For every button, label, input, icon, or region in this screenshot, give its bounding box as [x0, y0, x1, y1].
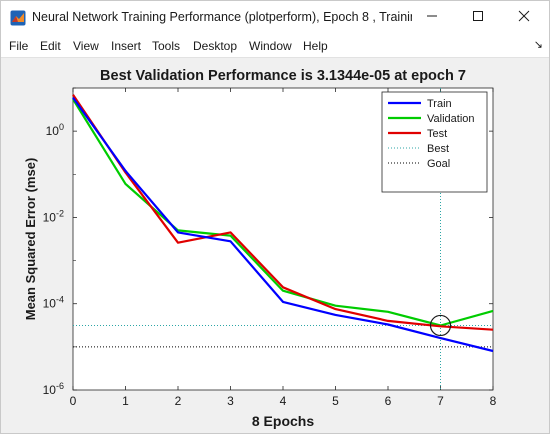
minimize-button[interactable] — [409, 1, 455, 35]
dock-arrow-icon[interactable]: ↘ — [533, 39, 543, 51]
y-tick-exponent: -2 — [56, 208, 64, 218]
performance-chart: Best Validation Performance is 3.1344e-0… — [23, 68, 497, 429]
menu-edit[interactable]: Edit — [40, 39, 61, 53]
menu-bar: File Edit View Insert Tools Desktop Wind… — [1, 35, 549, 58]
chart-legend: Train Validation Test Best Goal — [381, 91, 488, 193]
reference-lines — [73, 88, 493, 390]
maximize-icon — [472, 9, 484, 27]
best-point-marker — [429, 314, 452, 337]
close-icon — [518, 9, 530, 27]
menu-view[interactable]: View — [73, 39, 99, 53]
maximize-button[interactable] — [455, 1, 501, 35]
y-tick-exponent: -4 — [56, 295, 64, 305]
y-tick-base: 10 — [43, 383, 57, 397]
menu-insert[interactable]: Insert — [111, 39, 142, 53]
minimize-icon — [426, 9, 438, 27]
legend-label-validation: Validation — [427, 113, 475, 125]
y-tick-base: 10 — [43, 297, 57, 311]
title-bar: Neural Network Training Performance (plo… — [1, 1, 549, 35]
x-tick-label: 2 — [175, 394, 182, 408]
menu-help[interactable]: Help — [303, 39, 328, 53]
y-axis-label: Mean Squared Error (mse) — [23, 158, 38, 321]
best-marker-group — [429, 314, 452, 337]
y-tick-label: 10-6 — [43, 381, 64, 397]
series-lines — [72, 94, 494, 353]
x-tick-label: 8 — [490, 394, 497, 408]
y-tick-label: 100 — [46, 122, 64, 138]
x-tick-label: 3 — [227, 394, 234, 408]
y-tick-exponent: -6 — [56, 381, 64, 391]
legend-label-train: Train — [427, 98, 452, 110]
menu-file[interactable]: File — [9, 39, 29, 53]
x-axis-label: 8 Epochs — [252, 413, 314, 429]
legend-box — [381, 91, 488, 193]
x-tick-label: 6 — [385, 394, 392, 408]
legend-label-best: Best — [427, 143, 449, 155]
menu-tools[interactable]: Tools — [152, 39, 181, 53]
train-series-line — [72, 96, 494, 353]
y-tick-base: 10 — [46, 124, 60, 138]
close-button[interactable] — [501, 1, 547, 35]
y-tick-base: 10 — [43, 210, 57, 224]
y-tick-label: 10-4 — [43, 295, 64, 311]
menu-window[interactable]: Window — [249, 39, 292, 53]
legend-label-test: Test — [427, 128, 447, 140]
x-tick-label: 7 — [437, 394, 444, 408]
y-tick-exponent: 0 — [59, 122, 64, 132]
x-tick-label: 1 — [122, 394, 129, 408]
legend-label-goal: Goal — [427, 158, 450, 170]
x-tick-label: 4 — [280, 394, 287, 408]
test-series-line — [72, 94, 494, 331]
window-title: Neural Network Training Performance (plo… — [32, 10, 412, 24]
validation-series-line — [72, 98, 494, 327]
figure-area: Best Validation Performance is 3.1344e-0… — [1, 58, 549, 433]
x-tick-label: 0 — [70, 394, 77, 408]
chart-title: Best Validation Performance is 3.1344e-0… — [100, 68, 466, 84]
y-tick-label: 10-2 — [43, 208, 64, 224]
x-tick-label: 5 — [332, 394, 339, 408]
menu-desktop[interactable]: Desktop — [193, 39, 238, 53]
matlab-icon — [10, 10, 26, 26]
